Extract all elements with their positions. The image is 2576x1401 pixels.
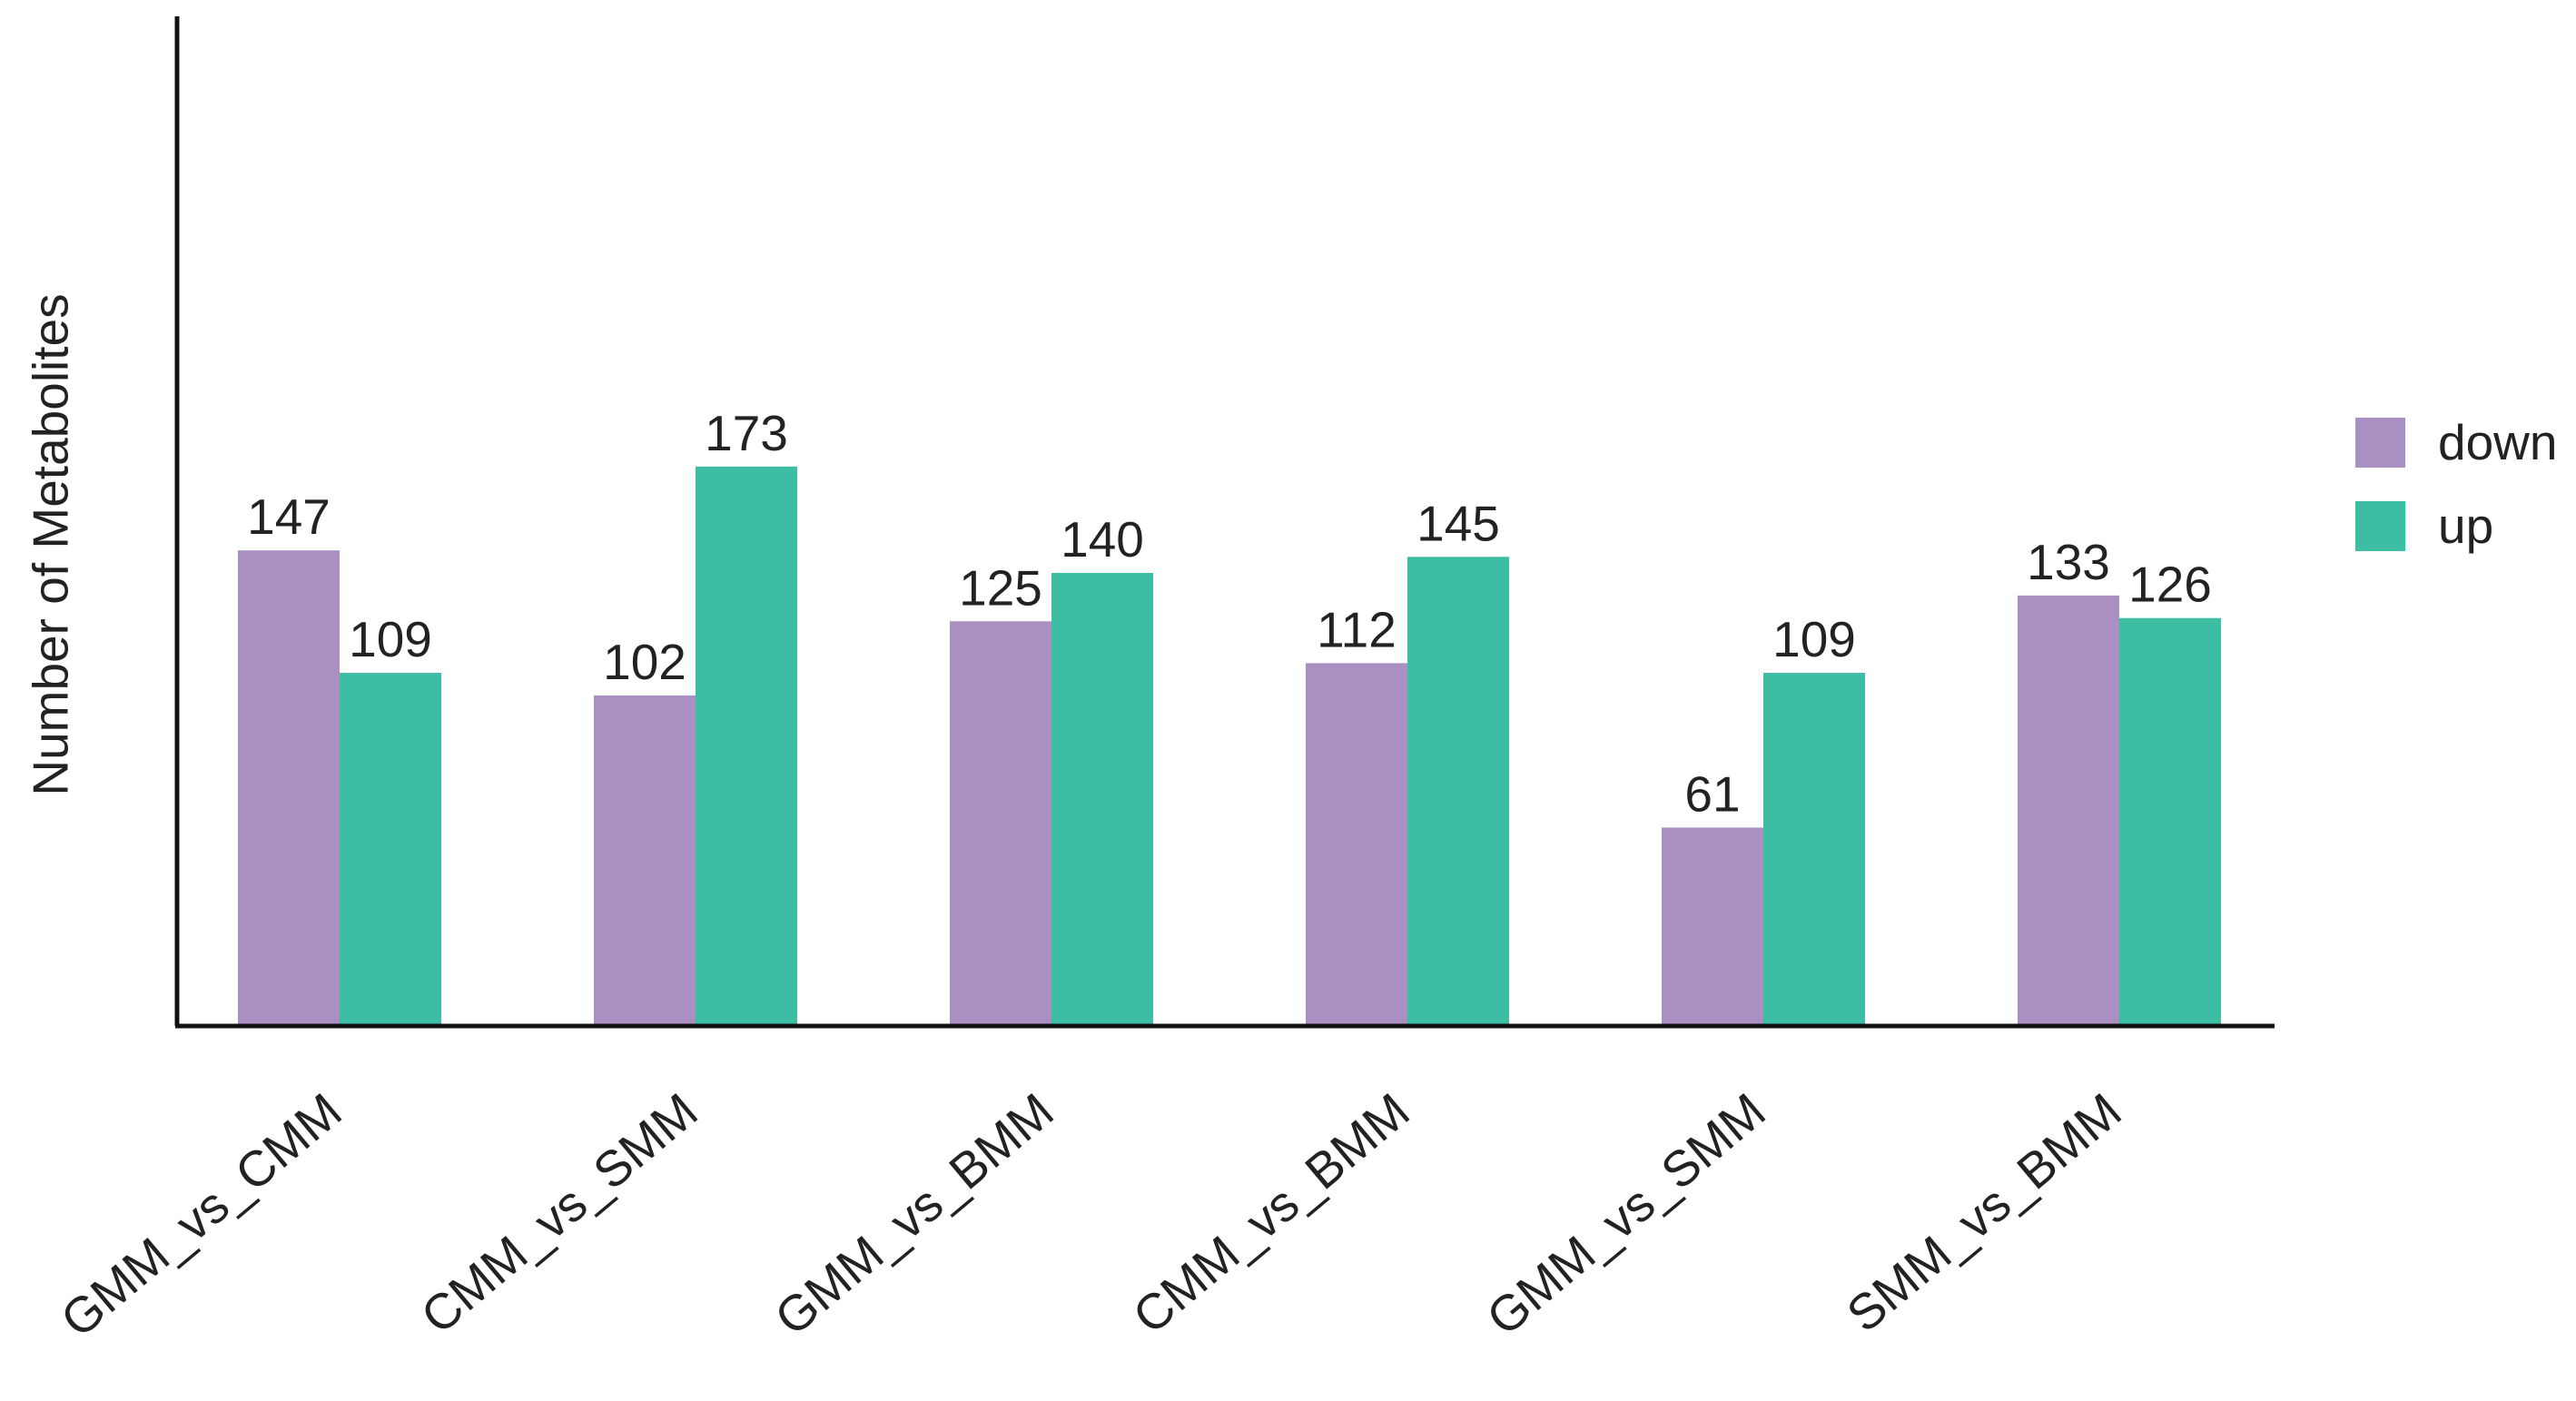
bars-layer [238,466,2221,1024]
data-label-up-GMM_vs_CMM: 109 [349,611,432,667]
x-tick-label-GMM_vs_BMM: GMM_vs_BMM [765,1082,1064,1347]
data-label-down-CMM_vs_SMM: 102 [603,634,686,690]
legend-swatch-down [2355,418,2405,468]
bar-down-SMM_vs_BMM [2018,595,2119,1024]
legend-label-down: down [2438,414,2557,470]
x-tick-label-SMM_vs_BMM: SMM_vs_BMM [1836,1082,2131,1343]
y-axis-title: Number of Metabolites [23,293,79,795]
bar-down-GMM_vs_CMM [238,550,340,1024]
bar-up-CMM_vs_SMM [696,466,797,1024]
data-label-down-GMM_vs_SMM: 61 [1684,765,1740,822]
data-label-down-GMM_vs_BMM: 125 [959,559,1042,616]
data-label-up-CMM_vs_SMM: 173 [705,405,788,461]
data-label-up-CMM_vs_BMM: 145 [1416,495,1500,551]
data-label-up-GMM_vs_SMM: 109 [1772,611,1856,667]
bar-up-CMM_vs_BMM [1407,557,1509,1024]
legend-swatch-up [2355,501,2405,551]
x-tick-label-CMM_vs_SMM: CMM_vs_SMM [410,1082,708,1345]
bar-up-GMM_vs_BMM [1051,573,1153,1024]
data-label-down-CMM_vs_BMM: 112 [1317,601,1397,657]
bar-up-GMM_vs_SMM [1763,673,1865,1024]
data-label-down-SMM_vs_BMM: 133 [2027,534,2110,590]
legend-label-up: up [2438,498,2493,554]
legend: down up [2355,414,2557,554]
x-tick-labels: GMM_vs_CMM CMM_vs_SMM GMM_vs_BMM CMM_vs_BMM… [50,1082,2131,1348]
bar-down-CMM_vs_SMM [594,695,696,1024]
data-label-down-GMM_vs_CMM: 147 [247,488,331,545]
data-label-up-GMM_vs_BMM: 140 [1061,511,1144,567]
x-tick-label-GMM_vs_CMM: GMM_vs_CMM [50,1082,351,1348]
data-labels-layer: 147 109 102 173 125 140 112 145 61 109 133 126 [247,405,2212,823]
bar-down-GMM_vs_BMM [950,621,1051,1024]
x-tick-label-CMM_vs_BMM: CMM_vs_BMM [1122,1082,1420,1345]
x-tick-label-GMM_vs_SMM: GMM_vs_SMM [1476,1082,1776,1347]
bar-down-GMM_vs_SMM [1662,827,1763,1024]
data-label-up-SMM_vs_BMM: 126 [2128,557,2212,613]
bar-down-CMM_vs_BMM [1306,663,1407,1024]
bar-up-GMM_vs_CMM [340,673,441,1024]
bar-up-SMM_vs_BMM [2119,617,2221,1024]
